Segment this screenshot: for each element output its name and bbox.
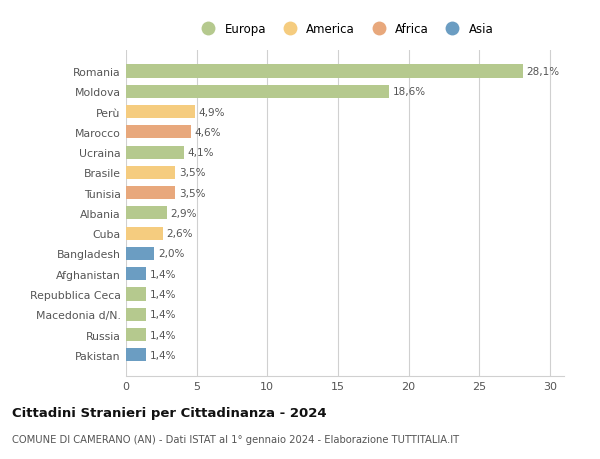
Bar (126, 106, 195, 119)
Bar (126, 146, 184, 159)
Text: 18,6%: 18,6% (392, 87, 425, 97)
Text: 4,6%: 4,6% (194, 128, 221, 138)
Bar (126, 268, 146, 280)
Bar (126, 348, 146, 362)
Bar (126, 65, 523, 78)
Text: 28,1%: 28,1% (527, 67, 560, 77)
Legend: Europa, America, Africa, Asia: Europa, America, Africa, Asia (194, 21, 496, 38)
Bar (126, 126, 191, 139)
Text: 3,5%: 3,5% (179, 188, 205, 198)
Text: 1,4%: 1,4% (149, 350, 176, 360)
Text: 1,4%: 1,4% (149, 269, 176, 279)
Text: 1,4%: 1,4% (149, 330, 176, 340)
Text: Cittadini Stranieri per Cittadinanza - 2024: Cittadini Stranieri per Cittadinanza - 2… (12, 406, 326, 419)
Bar (126, 308, 146, 321)
Bar (126, 167, 175, 179)
Text: 1,4%: 1,4% (149, 289, 176, 299)
Bar (126, 85, 389, 99)
Bar (126, 207, 167, 220)
Bar (126, 247, 154, 260)
Bar (126, 187, 175, 200)
Text: 2,6%: 2,6% (166, 229, 193, 239)
Bar (126, 328, 146, 341)
Text: 4,9%: 4,9% (199, 107, 225, 118)
Text: 3,5%: 3,5% (179, 168, 205, 178)
Text: 1,4%: 1,4% (149, 309, 176, 319)
Text: 4,1%: 4,1% (187, 148, 214, 158)
Bar (126, 227, 163, 240)
Text: 2,9%: 2,9% (170, 208, 197, 218)
Text: 2,0%: 2,0% (158, 249, 184, 259)
Text: COMUNE DI CAMERANO (AN) - Dati ISTAT al 1° gennaio 2024 - Elaborazione TUTTITALI: COMUNE DI CAMERANO (AN) - Dati ISTAT al … (12, 434, 459, 444)
Bar (126, 288, 146, 301)
